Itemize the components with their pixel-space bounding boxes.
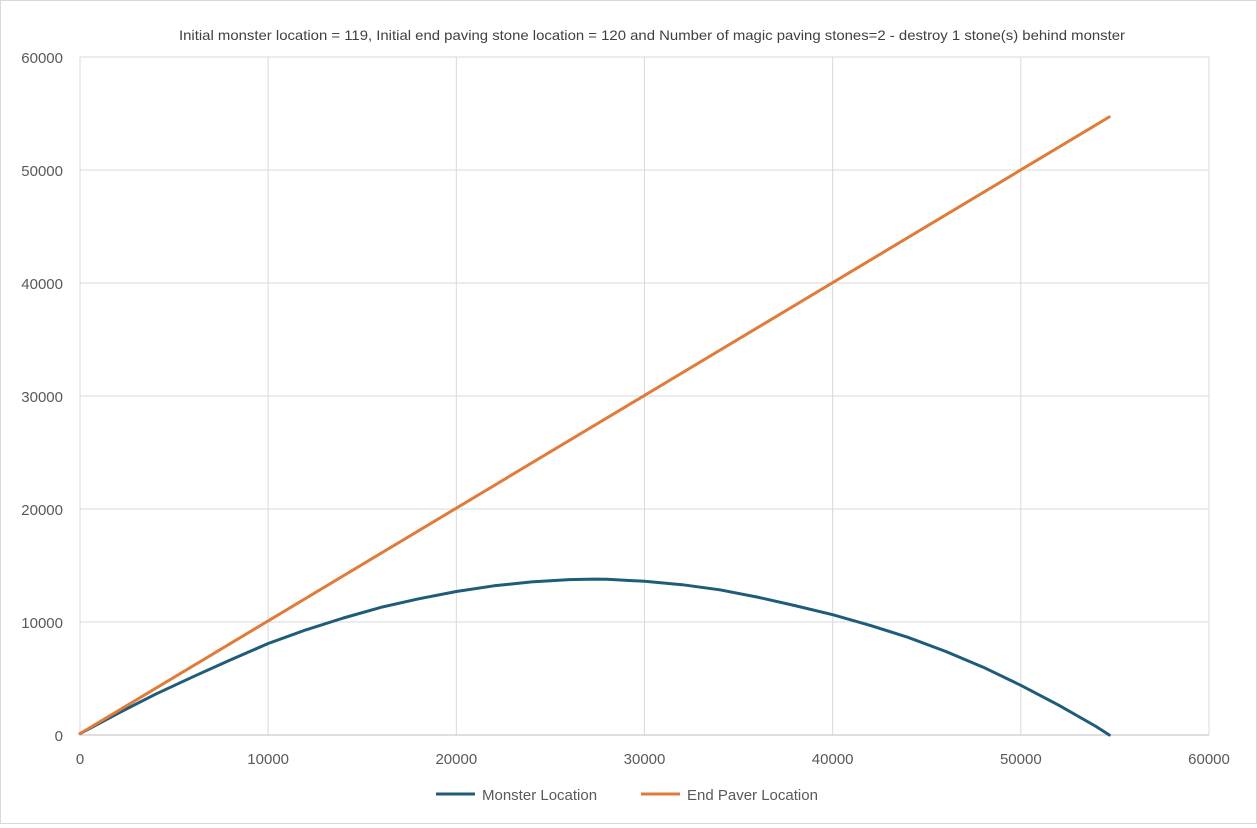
- grid-lines: [79, 56, 1210, 736]
- y-tick-label: 10000: [21, 615, 63, 632]
- series-lines: [78, 115, 1111, 737]
- y-tick-label: 50000: [21, 163, 63, 180]
- y-tick-label: 40000: [21, 276, 63, 293]
- x-tick-label: 30000: [624, 751, 666, 768]
- x-tick-label: 10000: [247, 751, 289, 768]
- y-tick-label: 20000: [21, 502, 63, 519]
- legend: Monster Location End Paver Location: [436, 787, 818, 804]
- series-line-end-paver-location: [78, 115, 1111, 736]
- x-tick-label: 20000: [435, 751, 477, 768]
- x-tick-label: 40000: [812, 751, 854, 768]
- axes: 0 10000 20000 30000 40000 50000 60000 0 10000 200…: [21, 50, 1230, 768]
- chart-title: Initial monster location = 119, Initial …: [179, 27, 1125, 43]
- x-tick-label: 0: [76, 751, 84, 768]
- x-tick-label: 50000: [1000, 751, 1042, 768]
- x-tick-label: 60000: [1188, 751, 1230, 768]
- y-tick-label: 60000: [21, 50, 63, 67]
- legend-label-end-paver-location: End Paver Location: [687, 787, 818, 804]
- legend-label-monster-location: Monster Location: [482, 787, 597, 804]
- y-tick-label: 0: [55, 728, 63, 745]
- series-line-monster-location: [78, 577, 1111, 737]
- y-tick-label: 30000: [21, 389, 63, 406]
